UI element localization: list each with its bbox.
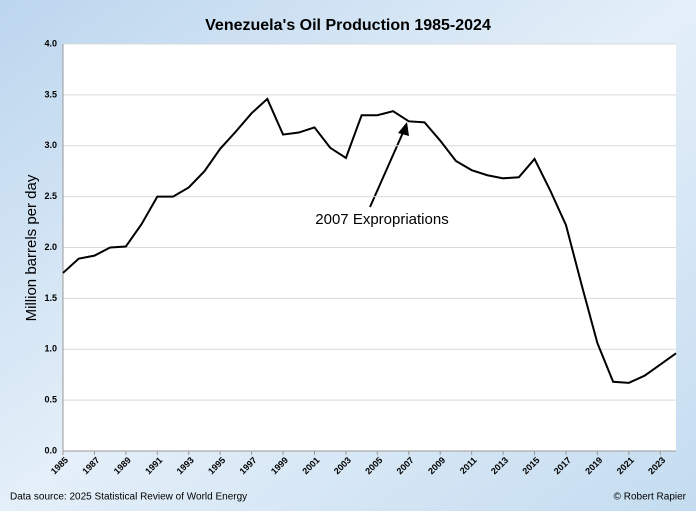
source: Data source: 2025 Statistical Review of … [10,492,247,503]
credit: © Robert Rapier [614,492,687,503]
y-tick-label: 0.5 [44,395,57,405]
y-tick-label: 2.5 [44,191,57,201]
y-tick-label: 1.0 [44,344,57,354]
annotation-arrow [369,127,406,208]
y-tick-label: 2.0 [44,242,57,252]
y-tick-label: 1.5 [44,293,57,303]
y-tick-label: 3.5 [44,89,57,99]
y-tick-label: 0.0 [44,445,57,455]
data-line [62,97,677,384]
y-axis-label: Million barrels per day [23,174,40,321]
chart-title: Venezuela's Oil Production 1985-2024 [205,17,491,34]
y-tick-label: 4.0 [44,38,57,48]
y-tick-label: 3.0 [44,140,57,150]
annotation: 2007 Expropriations [315,211,448,228]
arrow-head [398,122,409,136]
